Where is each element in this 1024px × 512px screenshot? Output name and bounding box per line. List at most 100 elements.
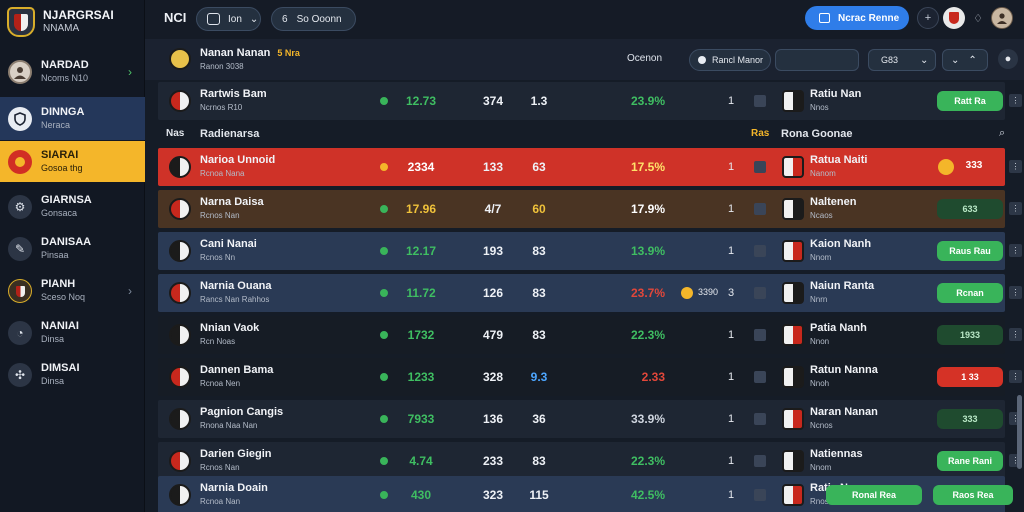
away-team-name: Ratua Naiti bbox=[810, 154, 868, 166]
user-avatar[interactable] bbox=[991, 7, 1013, 29]
action-button[interactable]: Ronal Rea bbox=[826, 485, 922, 505]
status-dot bbox=[380, 97, 388, 105]
team-filter-chip[interactable]: Rancl Manor bbox=[689, 49, 771, 71]
stat-value-3: 60 bbox=[532, 202, 546, 216]
rank-value: 1 bbox=[728, 329, 735, 341]
table-row[interactable]: Narnia Ouana Rancs Nan Rahhos 11.72 126 83 23… bbox=[158, 274, 1022, 312]
search-input[interactable] bbox=[775, 49, 859, 71]
table-row[interactable]: Darien Giegin Rcnos Nan 4.74 233 83 22.3% 1 Nat… bbox=[158, 442, 1022, 480]
stats-icon[interactable] bbox=[754, 287, 766, 299]
view-toggle[interactable]: ⌄ ⌃ bbox=[942, 49, 988, 71]
away-team: Naiun Ranta Nnrn bbox=[810, 280, 874, 306]
more-icon[interactable]: ⋮ bbox=[1009, 244, 1022, 257]
away-crest-icon bbox=[782, 366, 804, 388]
primary-action-button[interactable]: Ncrac Renne bbox=[805, 6, 909, 30]
stats-icon[interactable] bbox=[754, 161, 766, 173]
home-team-name: Darien Giegin bbox=[200, 448, 272, 460]
rank-value: 1 bbox=[728, 203, 735, 215]
status-dot bbox=[380, 373, 388, 381]
away-team-name: Natiennas bbox=[810, 448, 863, 460]
stats-icon[interactable] bbox=[754, 245, 766, 257]
app-title: NJARGRSAI bbox=[43, 8, 114, 22]
table-row[interactable]: Narioa Unnoid Rcnoa Nana 2334 133 63 17.5% 1 Ra… bbox=[158, 148, 1022, 186]
home-team-name: Narioa Unnoid bbox=[200, 154, 276, 166]
home-team-meta: Rcnos Nan bbox=[200, 463, 240, 472]
home-crest-icon bbox=[169, 408, 191, 430]
away-team: Naran Nanan Ncnos bbox=[810, 406, 878, 432]
stats-icon[interactable] bbox=[754, 413, 766, 425]
avatar-icon bbox=[8, 60, 32, 84]
home-crest-icon bbox=[169, 282, 191, 304]
table-row[interactable]: Cani Nanai Rcnos Nn 12.17 193 83 13.9% 1 Kaion … bbox=[158, 232, 1022, 270]
away-team-meta: Nnos bbox=[810, 103, 829, 112]
sidebar-item-pianh[interactable]: PIANH Sceso Noq › bbox=[0, 274, 145, 308]
home-team-meta: Rcnos Nn bbox=[200, 253, 236, 262]
more-icon[interactable]: ⋮ bbox=[1009, 286, 1022, 299]
stats-icon[interactable] bbox=[754, 203, 766, 215]
action-button[interactable]: 633 bbox=[937, 199, 1003, 219]
sidebar-item-dinnga[interactable]: DINNGA Neraca bbox=[0, 97, 145, 140]
more-icon[interactable]: ⋮ bbox=[1009, 370, 1022, 383]
win-percentage: 22.3% bbox=[630, 328, 665, 342]
action-button[interactable]: Rane Rani bbox=[937, 451, 1003, 471]
away-team: Kaion Nanh Nnom bbox=[810, 238, 871, 264]
sidebar-item-dimsai[interactable]: ✣ DIMSAI Dinsa bbox=[0, 358, 145, 392]
away-crest-icon bbox=[782, 408, 804, 430]
club-badge-icon[interactable] bbox=[943, 7, 965, 29]
search-pill[interactable]: 6 So Ooonn bbox=[271, 7, 356, 31]
stat-value-3: 83 bbox=[532, 328, 546, 342]
rank-value: 1 bbox=[728, 489, 735, 501]
stat-value-2: 479 bbox=[482, 328, 504, 342]
puzzle-icon: ✣ bbox=[8, 363, 32, 387]
table-row[interactable]: Narnia Doain Rcnoa Nan 430 323 115 42.5% 1 Rati… bbox=[158, 476, 1013, 512]
sidebar-item-giarnsa[interactable]: ⚙ GIARNSA Gonsaca bbox=[0, 190, 145, 224]
action-button[interactable]: 1 33 bbox=[937, 367, 1003, 387]
bell-icon[interactable]: ♢ bbox=[973, 12, 983, 25]
action-button[interactable]: Rcnan bbox=[937, 283, 1003, 303]
more-icon[interactable]: ⋮ bbox=[1009, 160, 1022, 173]
more-icon[interactable]: ⋮ bbox=[1009, 202, 1022, 215]
action-button[interactable]: 333 bbox=[937, 409, 1003, 429]
search-icon: 6 bbox=[282, 13, 288, 25]
table-row[interactable]: Nnian Vaok Rcn Noas 1732 479 83 22.3% 1 Patia N… bbox=[158, 316, 1022, 354]
section-left-label: Nas bbox=[166, 128, 185, 139]
home-crest-icon bbox=[169, 324, 191, 346]
table-row[interactable]: Narna Daisa Rcnos Nan 17.96 4/7 60 17.9% 1 Nalt… bbox=[158, 190, 1022, 228]
scrollbar[interactable] bbox=[1017, 395, 1022, 469]
home-crest-icon bbox=[169, 366, 191, 388]
lock-icon bbox=[819, 13, 830, 23]
action-value: 333 bbox=[965, 160, 983, 171]
sidebar-item-siarai[interactable]: SIARAI Gosoa thg bbox=[0, 141, 145, 182]
away-crest-icon bbox=[782, 282, 804, 304]
table-row[interactable]: Pagnion Cangis Rnona Naa Nan 7933 136 36 33.9… bbox=[158, 400, 1022, 438]
table-row[interactable]: Rartwis Bam Ncrnos R10 12.73 374 1.3 23.9% 1 Ra… bbox=[158, 82, 1022, 120]
search-icon[interactable]: ⌕ bbox=[999, 127, 1006, 139]
stats-icon[interactable] bbox=[754, 455, 766, 467]
action-button[interactable]: Ratt Ra bbox=[937, 91, 1003, 111]
stats-icon[interactable] bbox=[754, 329, 766, 341]
stat-value-2: 233 bbox=[482, 454, 504, 468]
sidebar-item-danisaa[interactable]: ✎ DANISAA Pinsaa bbox=[0, 232, 145, 266]
home-team: Pagnion Cangis Rnona Naa Nan bbox=[200, 406, 283, 432]
more-icon[interactable]: ⋮ bbox=[1009, 328, 1022, 341]
action-button[interactable]: Raus Rau bbox=[937, 241, 1003, 261]
settings-icon[interactable]: ● bbox=[998, 49, 1018, 69]
away-team-meta: Nnom bbox=[810, 253, 832, 262]
stats-icon[interactable] bbox=[754, 95, 766, 107]
more-icon[interactable]: ⋮ bbox=[1009, 94, 1022, 107]
sidebar-item-naniai[interactable]: ◔ NANIAI Dinsa bbox=[0, 316, 145, 350]
stat-value-2: 4/7 bbox=[484, 202, 502, 216]
stats-icon[interactable] bbox=[754, 489, 766, 501]
season-select[interactable]: G83 ⌄ bbox=[868, 49, 936, 71]
action-button-secondary[interactable]: Raos Rea bbox=[933, 485, 1013, 505]
action-button[interactable]: 1933 bbox=[937, 325, 1003, 345]
add-icon[interactable]: + bbox=[917, 7, 939, 29]
brand[interactable]: NJARGRSAI NNAMA bbox=[0, 0, 145, 44]
filter-dropdown[interactable]: Ion ⌄ bbox=[196, 7, 261, 31]
stats-icon[interactable] bbox=[754, 371, 766, 383]
table-row[interactable]: Dannen Bama Rcnoa Nen 1233 328 9.3 2.33 1 Ratun… bbox=[158, 358, 1022, 396]
home-team-name: Dannen Bama bbox=[200, 364, 274, 376]
away-crest-icon bbox=[782, 324, 804, 346]
home-team-meta: Rcnoa Nan bbox=[200, 497, 241, 506]
sidebar-item-profile[interactable]: NARDAD Ncoms N10 › bbox=[0, 54, 145, 90]
